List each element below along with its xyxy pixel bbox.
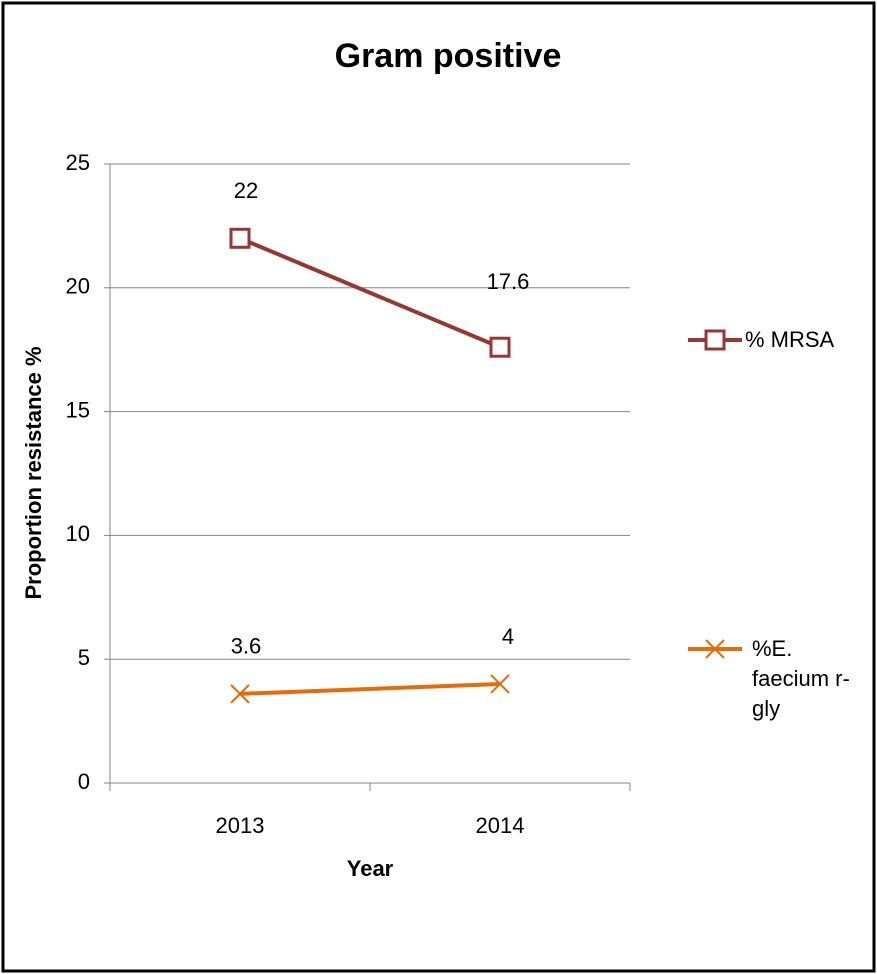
legend-marker xyxy=(704,329,726,351)
x-axis-label: Year xyxy=(347,856,394,881)
data-label: 4 xyxy=(502,624,514,649)
data-point xyxy=(490,674,510,694)
data-label: 3.6 xyxy=(231,634,262,659)
y-tick-label: 25 xyxy=(66,150,90,175)
data-point xyxy=(230,684,250,704)
data-label: 22 xyxy=(234,178,258,203)
y-tick-label: 15 xyxy=(66,397,90,422)
y-tick-label: 5 xyxy=(78,645,90,670)
y-tick-label: 10 xyxy=(66,521,90,546)
y-tick-label: 0 xyxy=(78,769,90,794)
series-line xyxy=(239,681,501,696)
legend-label: % MRSA xyxy=(745,327,835,352)
y-tick-label: 20 xyxy=(66,274,90,299)
legend-marker xyxy=(705,639,725,659)
x-tick-label: 2013 xyxy=(216,813,265,838)
chart-title: Gram positive xyxy=(335,37,562,75)
data-label: 17.6 xyxy=(487,269,530,294)
legend-label: %E. faecium r-gly xyxy=(752,636,850,721)
y-axis-label: Proportion resistance % xyxy=(21,346,46,599)
x-tick-label: 2014 xyxy=(476,813,525,838)
data-point xyxy=(229,227,251,249)
data-point xyxy=(489,336,511,358)
series-line xyxy=(239,236,501,350)
